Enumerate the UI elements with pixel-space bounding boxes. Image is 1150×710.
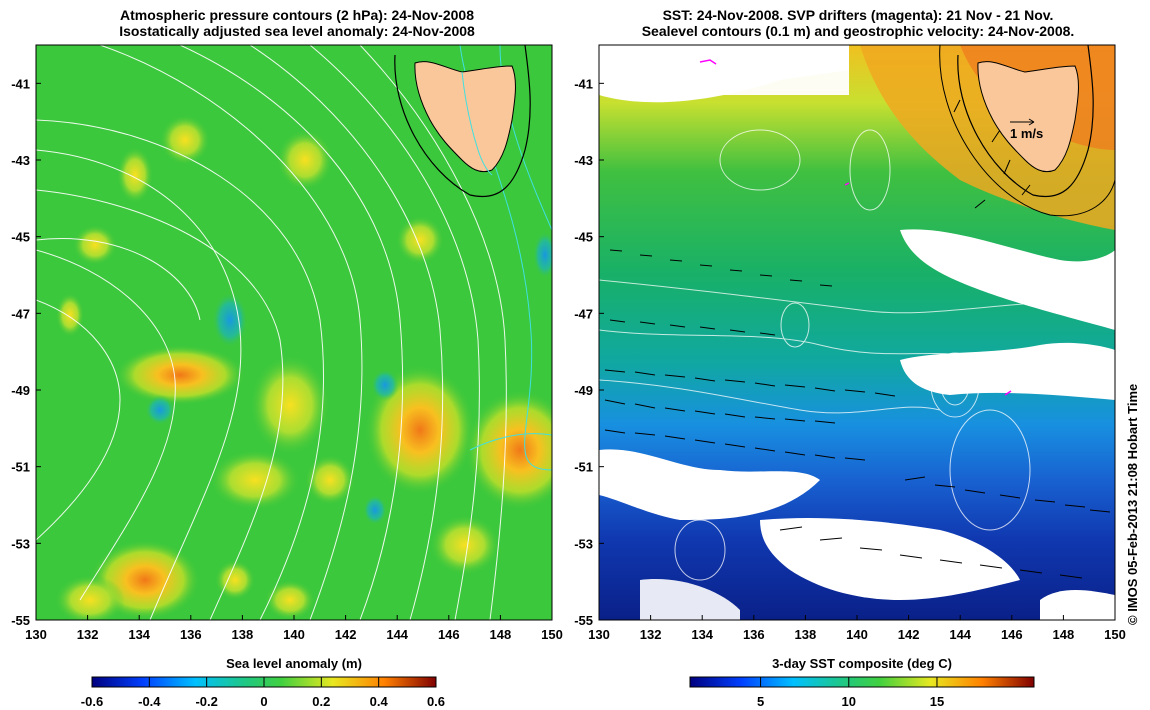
right-y-axis: -41 -43 -45 -47 -49 -51 -53 -55 xyxy=(574,76,604,628)
right-x-tick-label: 142 xyxy=(898,627,920,642)
left-y-tick-label: -41 xyxy=(11,76,30,91)
velocity-scale-label: 1 m/s xyxy=(1010,126,1043,141)
sla-colorbar-tick-label: -0.4 xyxy=(138,694,161,709)
left-y-tick-label: -43 xyxy=(11,153,30,168)
left-y-tick-label: -47 xyxy=(11,306,30,321)
right-y-tick-label: -49 xyxy=(574,383,593,398)
left-x-tick-label: 138 xyxy=(232,627,254,642)
left-title-line1: Atmospheric pressure contours (2 hPa): 2… xyxy=(120,7,474,23)
right-map-title: SST: 24-Nov-2008. SVP drifters (magenta)… xyxy=(598,7,1118,39)
right-y-tick-label: -47 xyxy=(574,306,593,321)
sst-colorbar-title: 3-day SST composite (deg C) xyxy=(772,656,952,671)
sla-colorbar-tick-label: 0.6 xyxy=(427,694,445,709)
geostrophic-velocity-arrows xyxy=(604,99,1111,579)
left-x-tick-label: 132 xyxy=(77,627,99,642)
sst-colorbar-tick-label: 10 xyxy=(842,694,856,709)
left-x-axis: 130 132 134 136 138 140 142 144 146 148 150 xyxy=(25,615,563,642)
right-y-tick-label: -43 xyxy=(574,153,593,168)
right-y-tick-label: -45 xyxy=(574,230,593,245)
sla-colorbar-tick-label: 0.2 xyxy=(312,694,330,709)
left-x-tick-label: 146 xyxy=(438,627,460,642)
left-y-axis: -41 -43 -45 -47 -49 -51 -53 -55 xyxy=(11,76,41,628)
left-y-tick-label: -51 xyxy=(11,460,30,475)
right-x-tick-label: 132 xyxy=(640,627,662,642)
cloud-mask xyxy=(599,45,1115,620)
left-title-line2: Isostatically adjusted sea level anomaly… xyxy=(119,23,475,39)
velocity-scale-key: 1 m/s xyxy=(1010,118,1043,141)
right-x-tick-label: 144 xyxy=(949,627,971,642)
pressure-contours xyxy=(36,45,507,620)
right-y-tick-label: -41 xyxy=(574,76,593,91)
sla-colorbar-tick-label: 0 xyxy=(260,694,267,709)
sla-colorbar: Sea level anomaly (m) -0.6 -0.4 -0.2 0 0.2 0.… xyxy=(81,656,445,709)
right-y-tick-label: -53 xyxy=(574,536,593,551)
right-y-tick-label: -55 xyxy=(574,613,593,628)
sla-blobs xyxy=(55,115,552,620)
left-x-tick-label: 136 xyxy=(180,627,202,642)
sst-colorbar-tick-label: 5 xyxy=(757,694,764,709)
svp-drifter-tracks xyxy=(699,59,1012,396)
tasmania-land-sst xyxy=(977,61,1079,173)
right-x-tick-label: 134 xyxy=(691,627,713,642)
right-x-tick-label: 130 xyxy=(588,627,610,642)
sst-map: 1 m/s xyxy=(599,45,1115,620)
left-x-tick-label: 144 xyxy=(386,627,408,642)
right-x-tick-label: 136 xyxy=(743,627,765,642)
sla-colorbar-tick-label: -0.6 xyxy=(81,694,103,709)
sla-colorbar-title: Sea level anomaly (m) xyxy=(226,656,362,671)
left-x-tick-label: 148 xyxy=(490,627,512,642)
right-title-line1: SST: 24-Nov-2008. SVP drifters (magenta)… xyxy=(662,7,1054,23)
copyright-stamp: © IMOS 05-Feb-2013 21:08 Hobart Time xyxy=(1125,383,1140,625)
sla-colorbar-tick-label: 0.4 xyxy=(370,694,389,709)
sealevel-contours xyxy=(599,129,1115,581)
right-y-tick-label: -51 xyxy=(574,460,593,475)
tasmania-shelf-contour xyxy=(394,45,531,197)
right-x-tick-label: 140 xyxy=(846,627,868,642)
sla-colorbar-tick-label: -0.2 xyxy=(195,694,217,709)
sst-colorbar-tick-label: 15 xyxy=(930,694,944,709)
right-x-tick-label: 148 xyxy=(1053,627,1075,642)
left-x-tick-label: 142 xyxy=(335,627,357,642)
tasmania-land xyxy=(414,61,516,173)
right-x-axis: 130 132 134 136 138 140 142 144 146 148 150 xyxy=(588,615,1126,642)
left-x-tick-label: 134 xyxy=(128,627,150,642)
left-map-title: Atmospheric pressure contours (2 hPa): 2… xyxy=(36,7,558,39)
right-x-tick-label: 138 xyxy=(795,627,817,642)
left-x-tick-label: 140 xyxy=(283,627,305,642)
sea-level-anomaly-map xyxy=(36,45,552,620)
left-y-tick-label: -55 xyxy=(11,613,30,628)
left-y-tick-label: -45 xyxy=(11,230,30,245)
right-title-line2: Sealevel contours (0.1 m) and geostrophi… xyxy=(641,23,1075,39)
left-y-tick-label: -49 xyxy=(11,383,30,398)
right-x-tick-label: 150 xyxy=(1104,627,1126,642)
right-x-tick-label: 146 xyxy=(1001,627,1023,642)
sst-colorbar-gradient xyxy=(689,676,1035,688)
left-y-tick-label: -53 xyxy=(11,536,30,551)
left-x-tick-label: 130 xyxy=(25,627,47,642)
left-x-tick-label: 150 xyxy=(541,627,563,642)
sst-colorbar: 3-day SST composite (deg C) 5 10 15 xyxy=(689,656,1035,709)
